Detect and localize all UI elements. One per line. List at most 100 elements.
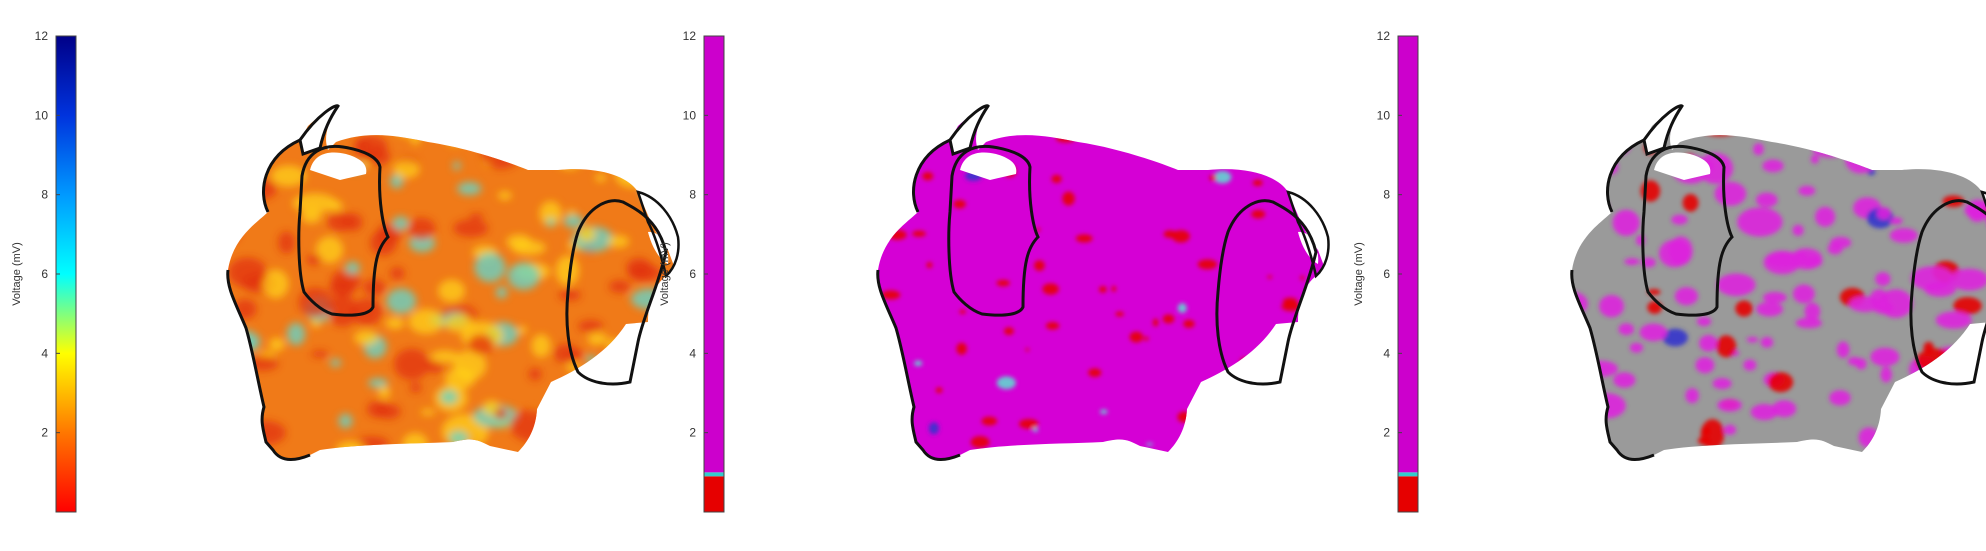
surface-patch [1197,259,1218,270]
surface-patch [1716,335,1737,358]
surface-patch [438,279,465,303]
surface-patch [1795,109,1807,116]
tick-label: 2 [41,426,48,440]
tick-label: 12 [35,29,49,43]
surface-patch [452,350,487,381]
colorbar-segment [704,36,724,473]
surface-patch [595,173,607,182]
surface-patch [1682,193,1699,212]
surface-patch [970,436,990,448]
surface-patch [1858,427,1879,448]
surface-patch [1695,357,1715,374]
panel-2: 2 4 6 8 10 12 Voltage (mV) [659,29,1330,513]
vein-outline [636,190,680,279]
surface-patch [587,332,608,346]
surface-patch [1111,285,1117,292]
surface-patch [1685,388,1699,404]
surface-patch [329,279,355,298]
surface-patch [926,262,933,269]
surface-patch [914,360,923,367]
colorbar-segment [704,472,724,477]
surface-patch [614,161,651,188]
surface-patch [1815,206,1836,227]
surface-patch [1953,297,1982,315]
surface-patch [1795,317,1823,329]
surface-patch [1245,433,1252,441]
surface-patch [1073,108,1088,123]
surface-patch [1284,123,1305,136]
valve-opening [1642,104,1684,156]
surface-patch [1737,207,1783,237]
surface-patch [366,400,389,418]
surface-patch [1700,419,1725,450]
surface-patch [959,309,966,314]
atrial-mesh [1570,104,1986,461]
surface-patch [1876,206,1891,220]
surface-patch [1055,134,1076,143]
valve-opening [948,104,990,156]
tick-label: 2 [1383,426,1390,440]
surface-patch [1163,230,1177,239]
surface-patch [1762,159,1784,173]
colorbar-gradient [56,36,76,512]
surface-patch [1878,289,1913,318]
surface-patch [439,389,459,405]
mesh-edge-outline [1570,138,1655,461]
surface-patch [928,422,939,435]
surface-patch [1618,323,1635,336]
surface-patch [1746,336,1759,343]
surface-patch [1943,122,1978,146]
surface-patch [494,407,508,420]
surface-patch [1239,357,1251,365]
surface-patch [507,262,540,290]
surface-patch [227,150,251,164]
surface-patch [378,385,391,399]
surface-patch [394,348,430,380]
vein-outline [565,199,668,386]
surface-patch [262,269,289,299]
surface-patch [1051,174,1062,184]
surface-patch [1572,329,1591,354]
surface-patch [1699,334,1718,352]
surface-patch [888,229,907,240]
surface-patch [608,280,631,293]
surface-patch [1042,283,1059,295]
surface-patch [1129,331,1144,343]
surface-patch [1294,377,1301,381]
surface-patch [1980,120,1986,128]
surface-patch [268,337,285,351]
surface-patch [468,334,494,355]
surface-patch [1880,366,1892,383]
surface-patch [1717,398,1742,412]
tick-label: 6 [689,267,696,281]
surface-patch [1213,170,1232,184]
surface-patch [1762,291,1787,304]
surface-patch [1171,230,1190,243]
y-axis-label: Voltage (mV) [659,242,671,306]
surface-patch [244,106,263,124]
surface-patch [393,160,420,179]
surface-patch [444,314,475,333]
surface-patch [368,378,389,388]
surface-patch [1267,275,1272,279]
surface-patch [599,403,618,417]
surface-patch [877,137,888,145]
surface-patch [1209,174,1217,181]
surface-patch [1025,348,1030,352]
surface-patch [1768,372,1794,393]
surface-patch [555,255,580,286]
vein-outline [1286,190,1330,279]
tick-label: 4 [689,346,696,360]
surface-patch [1099,409,1108,415]
surface-patch [1906,133,1922,141]
surface-patch [935,387,943,394]
surface-patch [1812,139,1847,158]
surface-patch [605,338,623,355]
surface-patch [1950,375,1975,397]
surface-patch [563,214,584,228]
vein-outline [947,144,1040,317]
mesh-surface [877,105,1324,460]
surface-patch [316,236,344,264]
surface-patch [1699,117,1740,137]
surface-patch [1716,273,1756,296]
